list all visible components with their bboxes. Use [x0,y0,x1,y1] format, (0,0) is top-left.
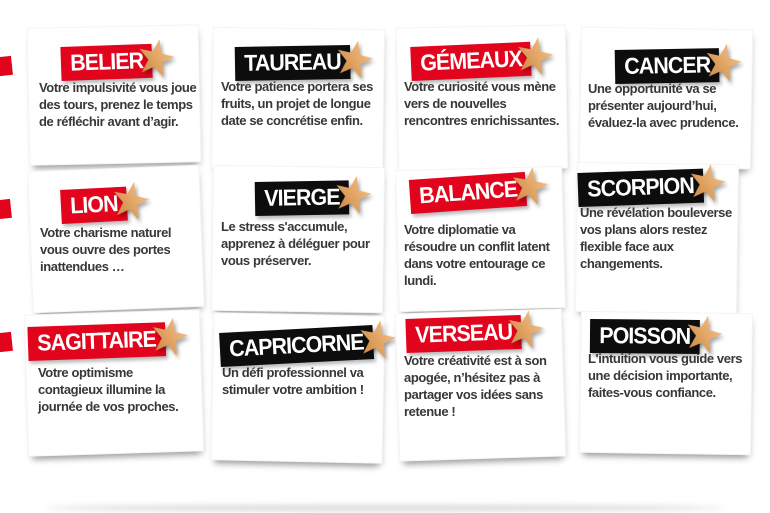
horoscope-text: Un défi professionnel va stimuler votre … [222,365,364,397]
horoscope-card-balance: BALANCE Votre diplomatie va résoudre un … [395,165,566,313]
horoscope-card-taureau: TAUREAU Votre patience portera ses fruit… [211,26,385,172]
sign-banner: CAPRICORNE [219,320,396,367]
sign-banner: CANCER [614,43,742,84]
sign-name: GÉMEAUX [419,45,523,76]
sign-name: TAUREAU [244,48,341,76]
star-icon [114,181,150,220]
sign-banner: GÉMEAUX [410,37,554,81]
horoscope-text: Une révélation bouleverse vos plans alor… [580,205,732,271]
star-icon [513,166,549,205]
sign-banner: BALANCE [408,166,549,214]
horoscope-card-cancer: CANCER Une opportunité va se présenter a… [578,26,754,170]
star-icon [360,320,396,359]
cropped-banner-fragment [0,198,12,221]
sign-banner: VIERGE [254,175,372,216]
sign-banner: SCORPION [577,163,726,207]
star-icon [152,317,188,356]
sign-name: POISSON [599,322,691,349]
cropped-banner-fragment [0,55,13,78]
sign-banner: POISSON [589,315,722,354]
star-icon [690,163,726,203]
star-icon [687,315,722,354]
sign-banner: TAUREAU [234,40,373,81]
sign-name: SCORPION [586,171,695,202]
horoscope-text: Votre optimisme contagieux illumine la j… [38,365,179,414]
horoscope-text: Votre curiosité vous mène vers de nouvel… [404,79,560,128]
horoscope-card-verseau: VERSEAU Votre créativité est à son apogé… [394,308,567,462]
sign-name: SAGITTAIRE [36,325,157,356]
sign-banner: SAGITTAIRE [27,317,188,361]
sign-banner: BELIER [60,39,175,81]
sign-name: BALANCE [418,175,518,209]
star-icon [707,43,742,82]
horoscope-text: Votre diplomatie va résoudre un conflit … [404,222,550,288]
horoscope-card-poisson: POISSON L'intuition vous guide vers une … [579,310,753,456]
horoscope-card-capricorne: CAPRICORNE Un défi professionnel va stim… [210,312,396,464]
horoscope-text: L'intuition vous guide vers une décision… [588,351,743,400]
sign-name: BELIER [69,47,144,76]
horoscope-text: Votre patience portera ses fruits, un pr… [221,79,373,128]
star-icon [139,39,175,78]
sign-name: VERSEAU [414,318,513,348]
bottom-paper-shadow [45,505,725,511]
cropped-banner-fragment [0,331,13,354]
horoscope-text: Votre impulsivité vous joue des tours, p… [39,80,197,129]
sign-name: CANCER [624,51,711,79]
horoscope-text: Votre charisme naturel vous ouvre des po… [40,225,172,274]
horoscope-text: Une opportunité va se présenter aujourd’… [588,81,739,130]
sign-name: VIERGE [264,183,340,211]
horoscope-card-gemeaux: GÉMEAUX Votre curiosité vous mène vers d… [395,24,569,172]
horoscope-text: Votre créativité est à son apogée, n’hés… [404,353,547,419]
horoscope-card-sagittaire: SAGITTAIRE Votre optimisme contagieux il… [23,309,205,457]
star-icon [337,40,373,79]
horoscope-card-belier: BELIER Votre impulsivité vous joue des t… [26,24,202,166]
horoscope-text: Le stress s'accumule, apprenez à délégue… [221,219,370,268]
horoscope-card-lion: LION Votre charisme naturel vous ouvre d… [27,164,205,314]
horoscope-card-vierge: VIERGE Le stress s'accumule, apprenez à … [210,164,386,314]
sign-banner: VERSEAU [405,310,544,353]
horoscope-card-scorpion: SCORPION Une révélation bouleverse vos p… [574,161,740,315]
sign-banner: LION [60,181,150,224]
sign-name: CAPRICORNE [228,328,365,362]
star-icon [508,310,544,349]
star-icon [518,37,554,76]
star-icon [336,175,372,214]
